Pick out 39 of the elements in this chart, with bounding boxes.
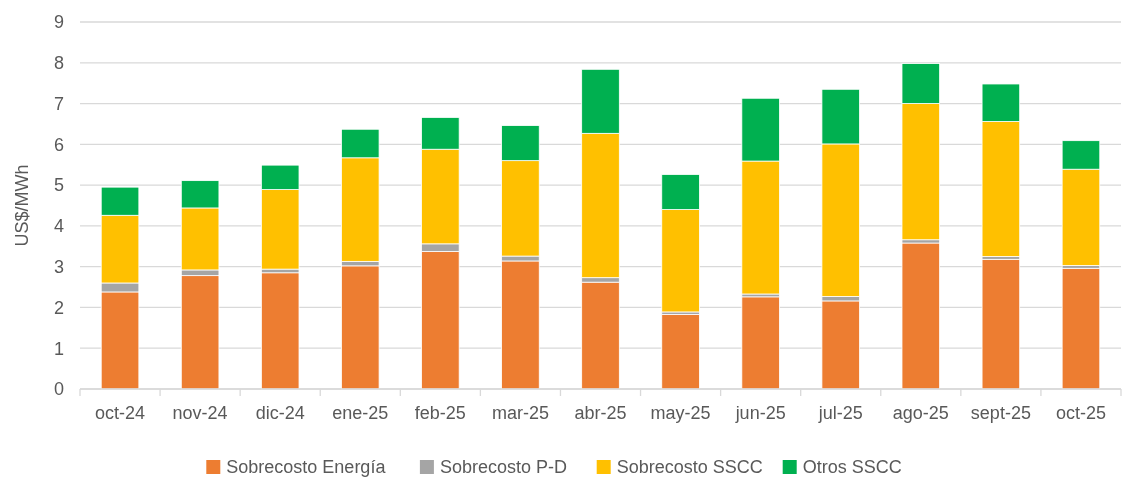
y-tick-label: 4 [53,216,64,237]
y-tick-label: 6 [53,134,64,155]
y-tick-label: 1 [53,338,64,359]
x-tick-label: feb-25 [414,403,466,423]
bar [741,296,780,390]
x-tick-label: ene-25 [332,403,389,423]
bar [1061,267,1101,390]
x-tick-label: dic-24 [255,403,305,423]
bar [981,258,1021,390]
y-tick-label: 8 [53,53,64,74]
y-tick-label: 5 [53,175,64,196]
x-tick-label: nov-24 [172,403,228,423]
x-tick-label: abr-25 [574,403,627,423]
bar [501,260,540,390]
x-tick-label: oct-24 [95,403,146,423]
bar [260,272,300,390]
legend-label: Sobrecosto Energía [226,457,387,477]
y-tick-label: 9 [53,12,64,33]
y-tick-label: 7 [53,93,64,114]
x-tick-label: oct-25 [1055,403,1106,423]
y-axis-title: US$/MWh [12,164,32,247]
bar [581,281,620,390]
bar [341,265,380,390]
y-tick-label: 0 [53,379,64,400]
legend-label: Sobrecosto P-D [439,457,567,477]
y-tick-label: 3 [53,256,64,277]
x-tick-label: may-25 [650,403,711,423]
x-tick-label: jun-25 [734,403,786,423]
bar [661,313,700,390]
legend-label: Otros SSCC [802,457,902,477]
x-tick-label: jul-25 [817,403,863,423]
bar [821,300,860,390]
legend-label: Sobrecosto SSCC [616,457,763,477]
x-tick-label: mar-25 [491,403,549,423]
y-tick-label: 2 [53,297,64,318]
x-tick-label: ago-25 [892,403,949,423]
bar [180,275,220,390]
bar [901,242,941,390]
x-tick-label: sept-25 [970,403,1031,423]
